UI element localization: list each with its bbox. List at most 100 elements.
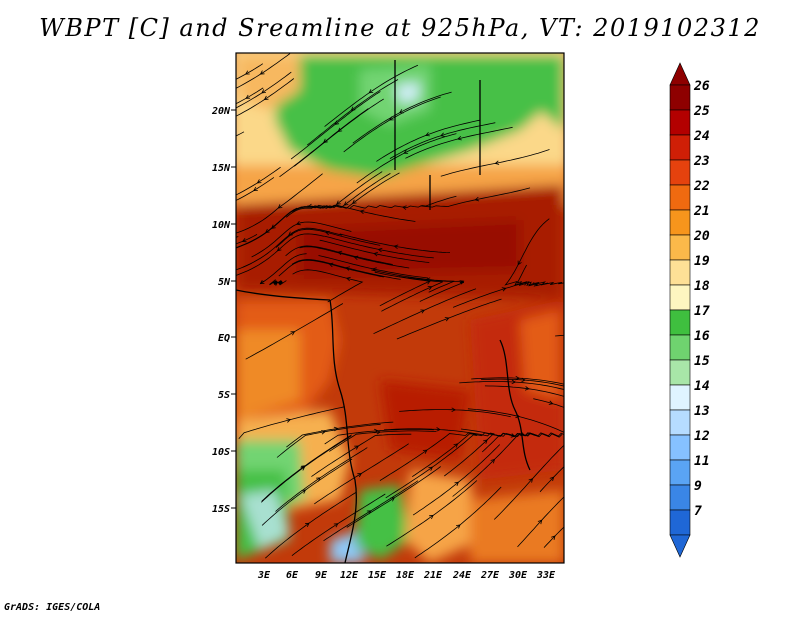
colorbar-label: 22 bbox=[693, 179, 710, 194]
colorbar-swatch bbox=[669, 384, 691, 411]
streamline-arrow bbox=[245, 94, 251, 99]
streamline bbox=[555, 334, 564, 337]
streamline-arrow bbox=[345, 266, 350, 271]
streamline bbox=[493, 444, 564, 520]
streamline-arrow bbox=[337, 250, 343, 256]
streamline-arrow bbox=[352, 199, 357, 204]
streamline-arrow bbox=[300, 466, 306, 471]
streamline-arrow bbox=[321, 430, 326, 435]
country-border bbox=[236, 289, 331, 301]
colorbar-swatch bbox=[669, 159, 691, 186]
streamline-arrow bbox=[354, 445, 360, 450]
streamline-arrow bbox=[323, 138, 328, 144]
streamline-arrow bbox=[374, 428, 379, 434]
streamline-arrow bbox=[377, 247, 383, 253]
streamline-arrow bbox=[277, 204, 283, 209]
colorbar-top-arrow bbox=[669, 62, 691, 86]
streamline-arrow bbox=[390, 497, 396, 502]
colorbar-swatch bbox=[669, 284, 691, 311]
streamline-arrow bbox=[276, 246, 282, 252]
lat-tick-eq: EQ bbox=[218, 333, 230, 344]
country-border bbox=[394, 60, 481, 210]
lon-tick-24e: 24E bbox=[452, 570, 472, 581]
streamline-arrow bbox=[453, 443, 459, 448]
streamline-arrow bbox=[241, 237, 247, 243]
streamline-arrow bbox=[501, 287, 507, 292]
streamline-arrow bbox=[259, 70, 265, 75]
colorbar-swatch bbox=[669, 484, 691, 511]
streamline-arrow bbox=[515, 375, 520, 381]
streamline bbox=[236, 234, 258, 245]
streamlines bbox=[236, 53, 564, 563]
streamline-arrow bbox=[353, 255, 359, 260]
streamline-arrow bbox=[511, 379, 517, 385]
streamline-arrow bbox=[373, 251, 379, 257]
colorbar-swatch bbox=[669, 409, 691, 436]
streamline-arrow bbox=[345, 276, 351, 282]
colorbar-label: 23 bbox=[693, 154, 710, 169]
streamline-arrow bbox=[456, 524, 461, 529]
streamline-arrow bbox=[532, 282, 538, 287]
lat-tick-5n: 5N bbox=[218, 277, 231, 288]
streamline bbox=[236, 207, 298, 248]
streamline-arrow bbox=[490, 458, 496, 464]
streamline-arrow bbox=[336, 200, 341, 205]
streamline-arrow bbox=[359, 209, 365, 215]
lon-tick-6e: 6E bbox=[286, 570, 299, 581]
grads-credit: GrADS: IGES/COLA bbox=[4, 602, 101, 613]
streamline-arrow bbox=[393, 244, 399, 250]
longitude-axis: 3E 6E 9E 12E 15E 18E 21E 24E 27E 30E 33E bbox=[257, 570, 556, 581]
streamline-arrow bbox=[524, 386, 530, 391]
lon-tick-33e: 33E bbox=[536, 570, 556, 581]
lon-tick-15e: 15E bbox=[368, 570, 387, 581]
streamline bbox=[236, 131, 245, 137]
streamline-arrow bbox=[388, 116, 394, 121]
streamline-arrow bbox=[265, 228, 270, 234]
streamline-arrow bbox=[324, 230, 330, 236]
streamline-arrow bbox=[261, 89, 266, 94]
streamline-arrow bbox=[296, 220, 301, 226]
lon-tick-12e: 12E bbox=[340, 570, 359, 581]
lat-tick-10n: 10N bbox=[212, 220, 231, 231]
streamline-arrow bbox=[316, 477, 321, 482]
streamline-arrow bbox=[290, 331, 296, 336]
streamline-arrow bbox=[333, 523, 339, 528]
colorbar-swatch bbox=[669, 309, 691, 336]
lon-tick-30e: 30E bbox=[508, 570, 528, 581]
streamline-arrow bbox=[454, 481, 460, 487]
streamline-arrow bbox=[422, 449, 428, 454]
colorbar-label: 24 bbox=[693, 129, 710, 144]
lon-tick-9e: 9E bbox=[315, 570, 328, 581]
streamline-arrow bbox=[401, 205, 407, 210]
streamline-arrow bbox=[253, 186, 258, 192]
streamline-arrow bbox=[286, 418, 292, 423]
streamline-arrow bbox=[459, 280, 465, 285]
streamline bbox=[236, 71, 292, 109]
streamline bbox=[236, 87, 264, 105]
colorbar-label: 18 bbox=[694, 279, 710, 294]
colorbar-label: 15 bbox=[694, 354, 710, 369]
lat-tick-15n: 15N bbox=[212, 163, 231, 174]
colorbar-label: 20 bbox=[693, 229, 710, 244]
country-border bbox=[499, 339, 531, 471]
streamline-arrow bbox=[305, 522, 310, 527]
streamline bbox=[236, 173, 323, 234]
lon-tick-21e: 21E bbox=[423, 570, 443, 581]
streamline-arrow bbox=[429, 514, 434, 520]
colorbar-label: 13 bbox=[694, 404, 710, 419]
streamline-arrow bbox=[357, 473, 363, 478]
streamline-arrow bbox=[444, 317, 450, 322]
streamline-arrow bbox=[483, 439, 488, 444]
streamline-arrow bbox=[456, 136, 462, 141]
streamline-arrow bbox=[328, 262, 334, 268]
colorbar-swatch bbox=[669, 509, 691, 536]
streamline bbox=[236, 53, 291, 89]
streamline-arrow bbox=[517, 260, 522, 266]
colorbar-label: 17 bbox=[694, 304, 710, 319]
streamline-arrow bbox=[420, 309, 426, 314]
streamline-arrow bbox=[451, 407, 457, 413]
wbpt-field bbox=[236, 53, 564, 563]
colorbar-label: 26 bbox=[693, 79, 710, 94]
streamline bbox=[484, 385, 564, 397]
